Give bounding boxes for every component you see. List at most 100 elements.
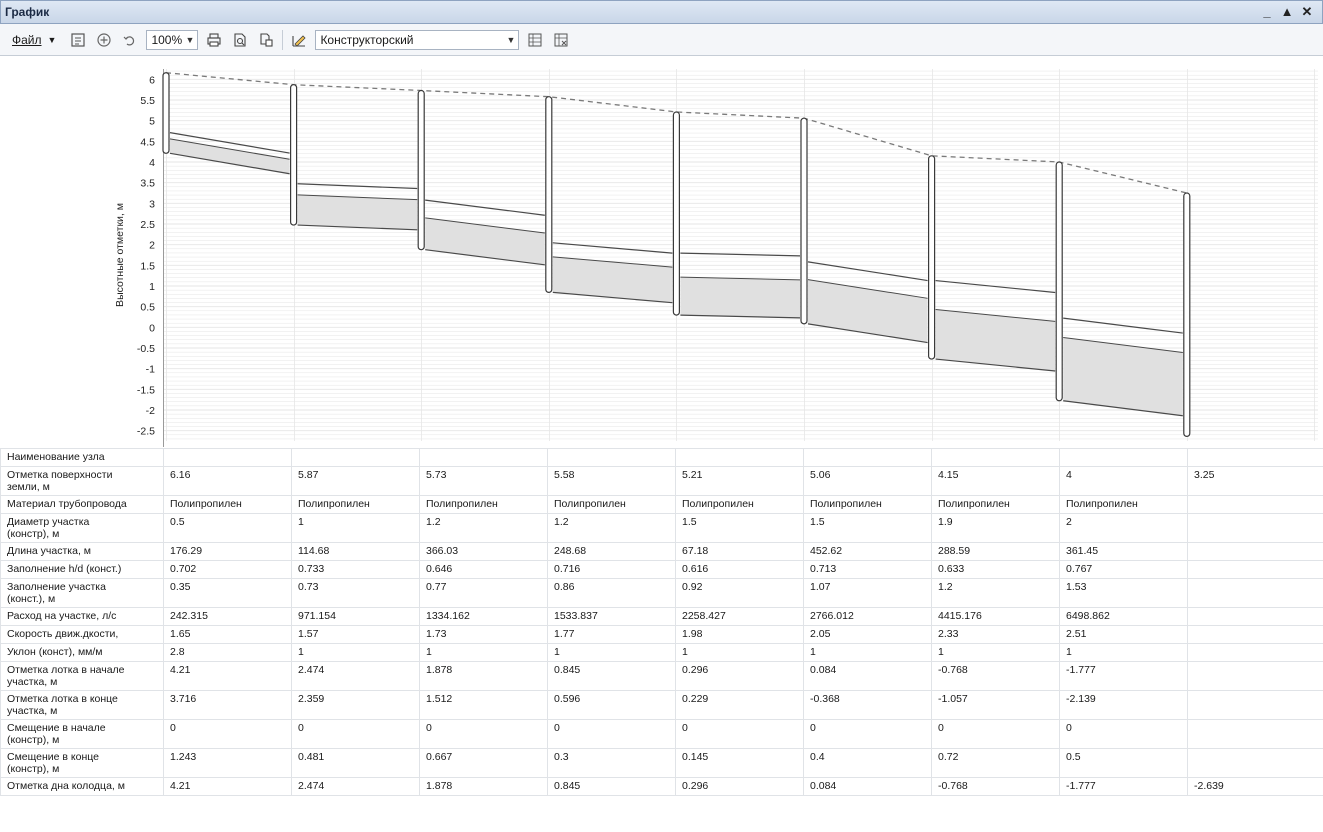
columns-icon[interactable] [525, 30, 545, 50]
table-cell[interactable]: 1.65 [163, 625, 292, 644]
table-cell[interactable]: 0.229 [675, 690, 804, 720]
table-cell[interactable]: 1.2 [547, 513, 676, 543]
table-cell[interactable]: 1 [547, 643, 676, 662]
table-cell[interactable]: 971.154 [291, 607, 420, 626]
table-cell[interactable]: Полипропилен [419, 495, 548, 514]
table-cell[interactable]: 0.733 [291, 560, 420, 579]
table-cell[interactable]: 3.25 [1187, 466, 1323, 496]
table-cell[interactable]: 0.92 [675, 578, 804, 608]
maximize-button[interactable]: ▲ [1280, 4, 1294, 19]
close-button[interactable]: ✕ [1301, 4, 1313, 19]
table-cell[interactable]: Полипропилен [803, 495, 932, 514]
table-cell[interactable]: 0 [547, 719, 676, 749]
table-cell[interactable]: 2.51 [1059, 625, 1188, 644]
table-cell[interactable]: 0.145 [675, 748, 804, 778]
table-cell[interactable]: 1334.162 [419, 607, 548, 626]
table-cell[interactable]: 1.73 [419, 625, 548, 644]
table-cell[interactable]: 0 [1059, 719, 1188, 749]
table-cell[interactable]: 0 [803, 719, 932, 749]
refresh-icon[interactable] [68, 30, 88, 50]
copy-icon[interactable] [256, 30, 276, 50]
table-cell[interactable]: 0.084 [803, 777, 932, 796]
table-cell[interactable]: 1.07 [803, 578, 932, 608]
table-cell[interactable]: -1.777 [1059, 777, 1188, 796]
add-circle-icon[interactable] [94, 30, 114, 50]
draw-icon[interactable] [289, 30, 309, 50]
table-cell[interactable]: 67.18 [675, 542, 804, 561]
table-cell[interactable]: 0.845 [547, 661, 676, 691]
table-cell[interactable]: 0.084 [803, 661, 932, 691]
table-cell[interactable]: 1.9 [931, 513, 1060, 543]
table-cell[interactable] [1187, 578, 1323, 608]
table-cell[interactable]: Полипропилен [163, 495, 292, 514]
table-cell[interactable]: Полипропилен [1059, 495, 1188, 514]
mode-select[interactable]: Конструкторский ▼ [315, 29, 520, 50]
table-cell[interactable]: 0.481 [291, 748, 420, 778]
table-cell[interactable]: 0.77 [419, 578, 548, 608]
table-cell[interactable] [547, 448, 676, 467]
table-cell[interactable]: 0.845 [547, 777, 676, 796]
table-cell[interactable]: 1.5 [675, 513, 804, 543]
table-cell[interactable] [1059, 448, 1188, 467]
table-cell[interactable]: -0.368 [803, 690, 932, 720]
table-cell[interactable]: 1 [931, 643, 1060, 662]
columns-remove-icon[interactable] [551, 30, 571, 50]
table-cell[interactable]: 4.21 [163, 661, 292, 691]
table-cell[interactable] [1187, 607, 1323, 626]
table-cell[interactable]: 1 [419, 643, 548, 662]
table-cell[interactable]: 0.4 [803, 748, 932, 778]
table-cell[interactable]: 1.2 [931, 578, 1060, 608]
table-cell[interactable]: 0.667 [419, 748, 548, 778]
table-cell[interactable]: 176.29 [163, 542, 292, 561]
table-cell[interactable]: -0.768 [931, 661, 1060, 691]
table-cell[interactable]: 1.243 [163, 748, 292, 778]
table-cell[interactable]: 0.5 [1059, 748, 1188, 778]
table-cell[interactable]: 0.35 [163, 578, 292, 608]
table-cell[interactable]: 0 [291, 719, 420, 749]
undo-icon[interactable] [120, 30, 140, 50]
table-cell[interactable]: 0.767 [1059, 560, 1188, 579]
table-cell[interactable]: 1.57 [291, 625, 420, 644]
table-cell[interactable]: 0.72 [931, 748, 1060, 778]
table-cell[interactable]: 1.512 [419, 690, 548, 720]
table-cell[interactable]: 4415.176 [931, 607, 1060, 626]
table-cell[interactable]: 2.05 [803, 625, 932, 644]
table-cell[interactable]: 1.53 [1059, 578, 1188, 608]
table-cell[interactable]: 0.296 [675, 777, 804, 796]
table-cell[interactable]: 5.87 [291, 466, 420, 496]
table-cell[interactable]: 2.359 [291, 690, 420, 720]
table-cell[interactable] [1187, 625, 1323, 644]
table-cell[interactable]: 4.15 [931, 466, 1060, 496]
table-cell[interactable]: 0 [419, 719, 548, 749]
table-cell[interactable]: 5.58 [547, 466, 676, 496]
table-cell[interactable]: 2.8 [163, 643, 292, 662]
table-cell[interactable] [1187, 748, 1323, 778]
table-cell[interactable] [803, 448, 932, 467]
table-cell[interactable]: 366.03 [419, 542, 548, 561]
table-cell[interactable]: 0.296 [675, 661, 804, 691]
table-cell[interactable] [1187, 495, 1323, 514]
table-cell[interactable]: 1.77 [547, 625, 676, 644]
table-cell[interactable]: 1 [675, 643, 804, 662]
zoom-select[interactable]: 100% ▼ [146, 29, 199, 50]
table-cell[interactable]: 2.474 [291, 661, 420, 691]
table-cell[interactable]: 4.21 [163, 777, 292, 796]
table-cell[interactable] [1187, 661, 1323, 691]
table-cell[interactable]: 0 [675, 719, 804, 749]
table-cell[interactable]: 0.646 [419, 560, 548, 579]
table-cell[interactable]: 242.315 [163, 607, 292, 626]
table-cell[interactable]: 114.68 [291, 542, 420, 561]
table-cell[interactable] [1187, 560, 1323, 579]
table-cell[interactable]: 2.33 [931, 625, 1060, 644]
table-cell[interactable] [419, 448, 548, 467]
table-cell[interactable]: 2258.427 [675, 607, 804, 626]
table-cell[interactable]: 1533.837 [547, 607, 676, 626]
file-menu[interactable]: Файл ▼ [6, 31, 62, 49]
table-cell[interactable] [675, 448, 804, 467]
table-cell[interactable]: -1.057 [931, 690, 1060, 720]
table-cell[interactable]: 1.2 [419, 513, 548, 543]
table-cell[interactable]: 0.716 [547, 560, 676, 579]
table-cell[interactable]: Полипропилен [291, 495, 420, 514]
table-cell[interactable]: 0.633 [931, 560, 1060, 579]
table-cell[interactable]: 1 [803, 643, 932, 662]
